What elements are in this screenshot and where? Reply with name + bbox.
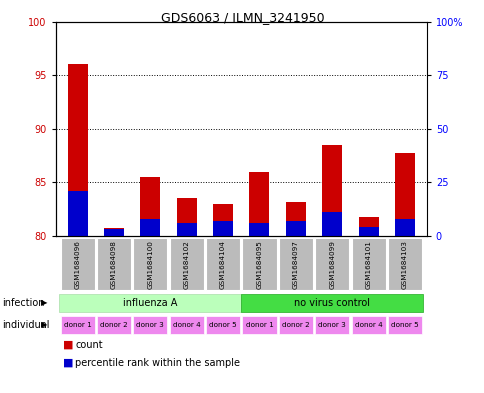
Bar <box>176 198 197 236</box>
Bar <box>140 177 160 236</box>
Bar <box>104 230 124 236</box>
Bar <box>67 64 88 236</box>
Text: GSM1684103: GSM1684103 <box>401 240 407 289</box>
Text: GSM1684097: GSM1684097 <box>292 240 298 289</box>
Text: donor 4: donor 4 <box>172 322 200 328</box>
Bar <box>60 316 94 334</box>
Bar <box>321 145 342 236</box>
Bar <box>242 238 276 290</box>
Bar <box>169 316 203 334</box>
Bar <box>97 238 131 290</box>
Bar <box>206 238 240 290</box>
Bar <box>315 238 348 290</box>
Text: donor 5: donor 5 <box>390 322 418 328</box>
Bar <box>285 202 305 236</box>
Text: GSM1684101: GSM1684101 <box>365 240 371 289</box>
Bar <box>242 316 276 334</box>
Bar <box>387 316 421 334</box>
Text: donor 4: donor 4 <box>354 322 382 328</box>
Bar <box>285 221 305 236</box>
Text: GSM1684095: GSM1684095 <box>256 240 262 289</box>
Bar <box>249 223 269 236</box>
Bar <box>394 219 414 236</box>
Text: no virus control: no virus control <box>294 298 369 308</box>
Bar <box>315 316 348 334</box>
Bar <box>59 294 241 312</box>
Text: donor 2: donor 2 <box>281 322 309 328</box>
Text: ■: ■ <box>63 340 74 350</box>
Text: individual: individual <box>2 320 50 330</box>
Bar <box>321 212 342 236</box>
Bar <box>387 238 421 290</box>
Bar <box>104 228 124 236</box>
Bar <box>351 238 385 290</box>
Bar <box>169 238 203 290</box>
Bar <box>176 223 197 236</box>
Bar <box>140 219 160 236</box>
Bar <box>60 238 94 290</box>
Bar <box>249 171 269 236</box>
Bar <box>133 316 167 334</box>
Bar <box>394 153 414 236</box>
Text: donor 2: donor 2 <box>100 322 128 328</box>
Text: count: count <box>75 340 103 350</box>
Text: ▶: ▶ <box>41 321 48 329</box>
Text: donor 3: donor 3 <box>318 322 346 328</box>
Bar <box>278 316 312 334</box>
Text: infection: infection <box>2 298 45 308</box>
Bar <box>358 227 378 236</box>
Text: ■: ■ <box>63 358 74 368</box>
Text: GSM1684104: GSM1684104 <box>220 240 226 289</box>
Bar <box>67 191 88 236</box>
Text: donor 1: donor 1 <box>63 322 91 328</box>
Text: GSM1684096: GSM1684096 <box>75 240 80 289</box>
Text: donor 5: donor 5 <box>209 322 237 328</box>
Bar <box>358 217 378 236</box>
Bar <box>241 294 422 312</box>
Text: GSM1684099: GSM1684099 <box>329 240 334 289</box>
Bar <box>206 316 240 334</box>
Text: GSM1684100: GSM1684100 <box>147 240 153 289</box>
Bar <box>212 204 233 236</box>
Bar <box>97 316 131 334</box>
Bar <box>278 238 312 290</box>
Bar <box>351 316 385 334</box>
Text: donor 1: donor 1 <box>245 322 273 328</box>
Text: influenza A: influenza A <box>123 298 177 308</box>
Bar <box>133 238 167 290</box>
Text: GSM1684102: GSM1684102 <box>183 240 189 289</box>
Text: percentile rank within the sample: percentile rank within the sample <box>75 358 240 368</box>
Text: GSM1684098: GSM1684098 <box>111 240 117 289</box>
Text: donor 3: donor 3 <box>136 322 164 328</box>
Text: GDS6063 / ILMN_3241950: GDS6063 / ILMN_3241950 <box>160 11 324 24</box>
Text: ▶: ▶ <box>41 299 48 307</box>
Bar <box>212 221 233 236</box>
